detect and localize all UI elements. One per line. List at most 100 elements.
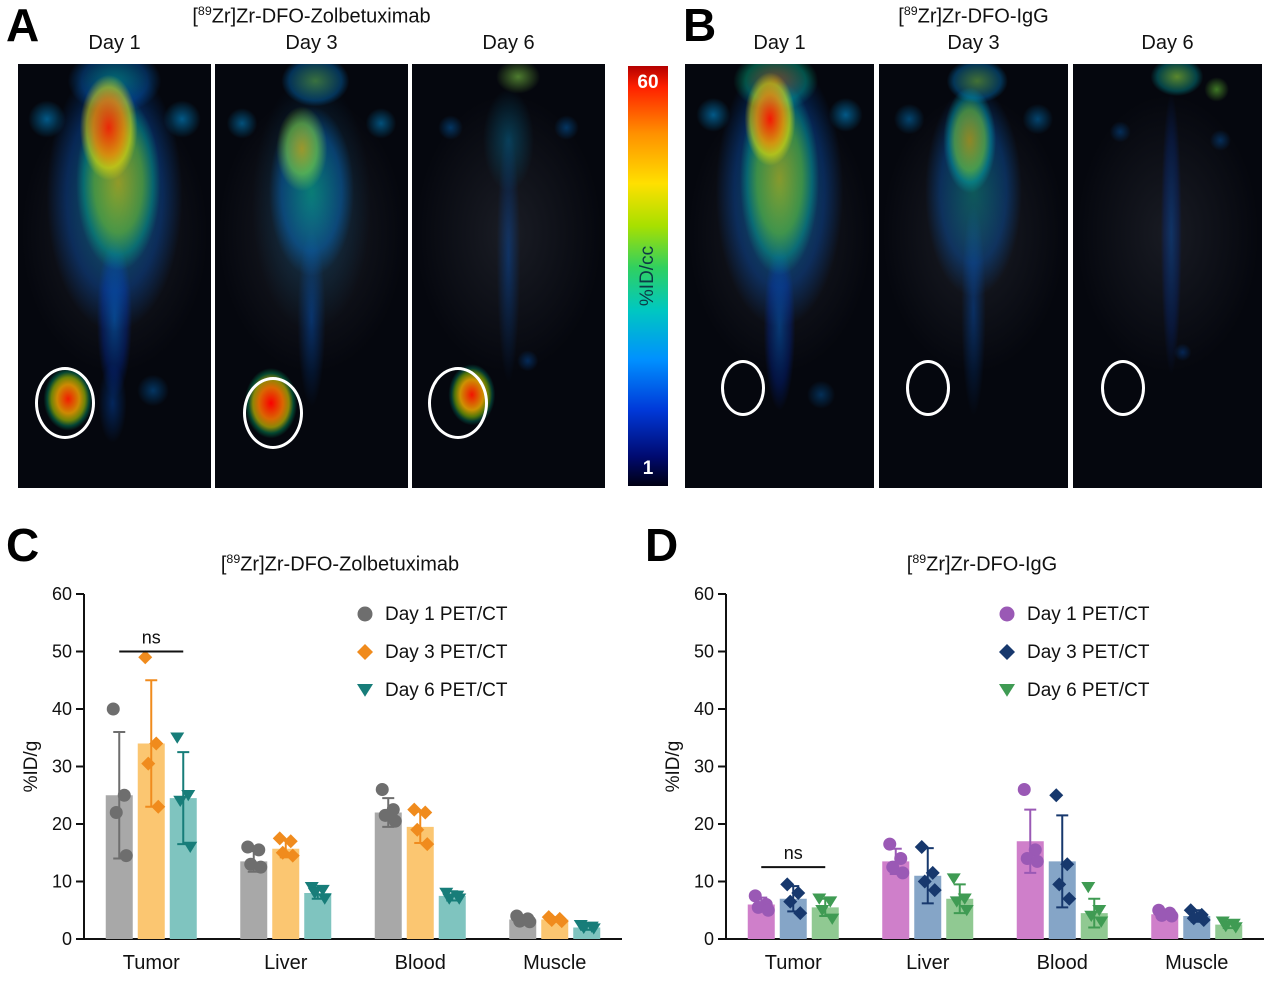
y-tick-label: 10	[694, 872, 714, 892]
y-tick-label: 60	[694, 584, 714, 604]
data-point	[1092, 905, 1107, 917]
data-point	[252, 843, 266, 857]
data-point	[357, 644, 373, 660]
panel-b-day3-label: Day 3	[947, 32, 1000, 54]
data-point	[959, 905, 974, 917]
y-tick-label: 0	[62, 929, 72, 949]
data-point	[1165, 909, 1179, 923]
category-label: Liver	[906, 952, 950, 974]
data-point	[181, 790, 196, 802]
tumor-roi-circle	[35, 367, 95, 439]
data-point	[304, 882, 319, 894]
tumor-roi-circle	[721, 360, 765, 416]
data-point	[106, 702, 120, 716]
colorbar-max-label: 60	[637, 72, 659, 93]
bar	[374, 812, 402, 939]
data-point	[751, 900, 765, 914]
data-point	[452, 893, 467, 905]
data-point	[1028, 843, 1042, 857]
category-label: Tumor	[765, 952, 822, 974]
data-point	[272, 831, 287, 846]
significance-label: ns	[784, 843, 803, 863]
panel-a-day1-label: Day 1	[88, 32, 141, 54]
data-point	[275, 845, 290, 860]
data-point	[1084, 910, 1099, 922]
data-point	[586, 923, 601, 935]
data-point	[1094, 916, 1109, 928]
data-point	[957, 893, 972, 905]
data-point	[410, 822, 425, 837]
data-point	[1049, 788, 1064, 803]
bar	[240, 861, 268, 939]
y-tick-label: 40	[52, 699, 72, 719]
data-point	[1020, 852, 1034, 865]
panel-a-title-pre: [	[192, 5, 198, 28]
data-point	[946, 873, 961, 885]
data-point	[149, 736, 164, 751]
data-point	[375, 783, 389, 796]
data-point	[886, 860, 900, 874]
tumor-roi-circle	[243, 377, 303, 449]
colorbar: 60 %ID/cc 1	[628, 66, 668, 486]
data-point	[999, 606, 1015, 622]
data-point	[138, 650, 153, 665]
panel-b-day6-label: Day 6	[1141, 32, 1194, 54]
data-point	[883, 837, 897, 851]
data-point	[1228, 922, 1243, 934]
data-point	[761, 903, 775, 917]
data-point	[315, 884, 330, 897]
data-point	[999, 684, 1015, 697]
data-point	[925, 865, 940, 880]
data-point	[1155, 908, 1169, 922]
data-point	[554, 914, 569, 929]
data-point	[254, 860, 268, 874]
colorbar-axis-label: %ID/cc	[637, 245, 658, 307]
category-label: Muscle	[1165, 952, 1228, 974]
category-label: Muscle	[523, 952, 586, 974]
data-point	[1062, 891, 1077, 906]
data-point	[1218, 921, 1233, 933]
data-point	[439, 887, 454, 899]
category-label: Blood	[1037, 952, 1088, 974]
panel-a-title-sup: 89	[197, 4, 212, 18]
data-point	[1030, 854, 1044, 868]
data-point	[109, 806, 123, 819]
data-point	[793, 906, 808, 921]
data-point	[1196, 913, 1211, 928]
data-point	[420, 837, 435, 852]
y-tick-label: 30	[694, 757, 714, 777]
y-tick-label: 10	[52, 872, 72, 892]
chart-d: 0 10 20 30 40 50 60 %ID/g Tumor Liver Blood Muscle D…	[663, 584, 1264, 974]
y-tick-label: 60	[52, 584, 72, 604]
data-point	[418, 805, 433, 820]
pet-image-b-day1	[685, 64, 874, 488]
category-label: Blood	[395, 952, 446, 974]
y-tick-label: 50	[52, 642, 72, 662]
y-tick-label: 20	[52, 814, 72, 834]
data-point	[442, 893, 457, 905]
tumor-roi-circle	[906, 360, 950, 416]
data-point	[914, 840, 929, 854]
panel-d-label: D	[645, 519, 679, 571]
pet-image-b-day6	[1073, 64, 1262, 488]
data-point	[1081, 882, 1096, 894]
chart-c-title-pre: [	[220, 553, 227, 576]
data-point	[244, 857, 258, 871]
data-point	[576, 922, 591, 935]
data-point	[825, 913, 840, 925]
legend-label: Day 6 PET/CT	[1027, 680, 1150, 701]
bar	[573, 927, 601, 939]
tumor-roi-circle	[428, 367, 488, 439]
data-point	[523, 915, 537, 929]
data-point	[791, 886, 806, 900]
data-point	[285, 848, 300, 863]
chart-d-title-pre: [	[906, 553, 913, 576]
panel-b-label: B	[683, 0, 717, 51]
colorbar-min-label: 1	[642, 458, 654, 479]
chart-c-title: [89Zr]Zr-DFO-Zolbetuximab	[70, 552, 610, 577]
chart-d-title-post: Zr]Zr-DFO-IgG	[926, 553, 1058, 576]
panel-a-day3-label: Day 3	[285, 32, 338, 54]
data-point	[783, 894, 798, 909]
chart-c-title-post: Zr]Zr-DFO-Zolbetuximab	[240, 553, 460, 576]
data-point	[1186, 911, 1201, 926]
